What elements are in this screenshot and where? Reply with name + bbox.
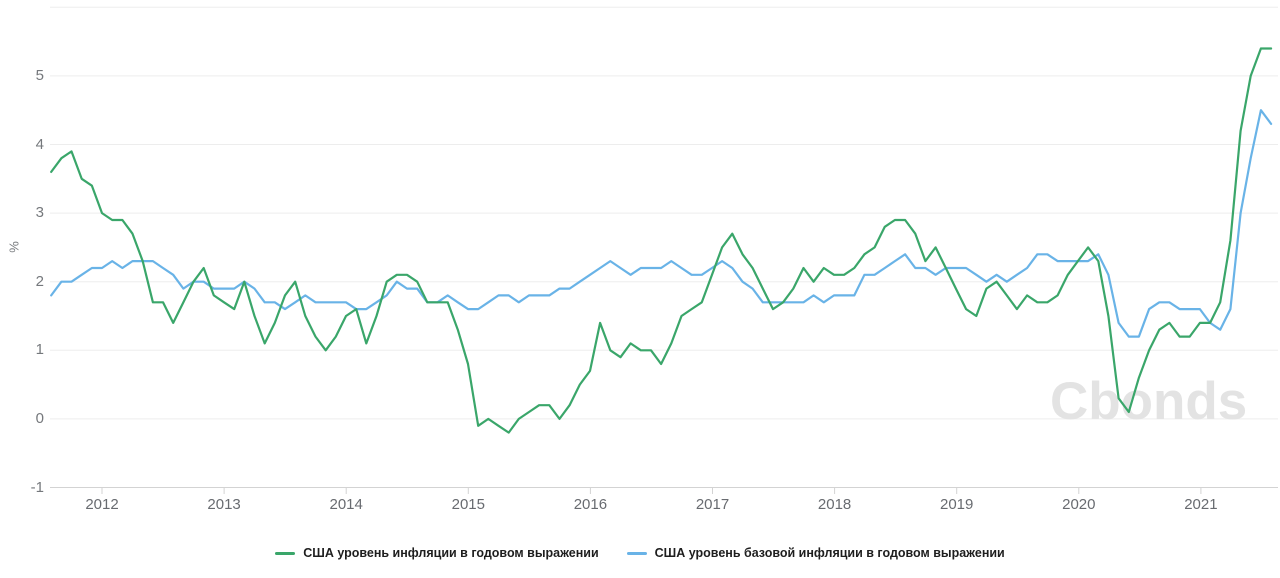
legend-label-inflation: США уровень инфляции в годовом выражении — [303, 546, 599, 560]
x-tick-label: 2016 — [573, 496, 608, 513]
y-tick-label: 2 — [35, 272, 44, 290]
cbonds-watermark: Cbonds — [1050, 372, 1248, 431]
x-tick-label: 2015 — [451, 496, 485, 513]
y-tick-label: 5 — [35, 66, 44, 84]
x-tick-label: 2014 — [329, 496, 363, 513]
y-tick-label: 0 — [35, 409, 44, 427]
y-tick-label: 4 — [35, 135, 44, 153]
x-tick-label: 2013 — [207, 496, 241, 513]
y-tick-label: 3 — [35, 204, 44, 222]
legend-marker-green — [275, 551, 296, 555]
x-tick-label: 2019 — [940, 496, 974, 513]
legend-marker-blue — [626, 551, 647, 555]
legend: США уровень инфляции в годовом выражении… — [0, 546, 1280, 560]
legend-item-inflation[interactable]: США уровень инфляции в годовом выражении — [275, 546, 599, 560]
x-tick-label: 2021 — [1184, 496, 1218, 513]
y-tick-label: -1 — [30, 478, 44, 496]
legend-label-core-inflation: США уровень базовой инфляции в годовом в… — [654, 546, 1005, 560]
core-inflation-line[interactable] — [50, 109, 1273, 338]
legend-item-core-inflation[interactable]: США уровень базовой инфляции в годовом в… — [626, 546, 1005, 560]
x-tick-label: 2017 — [695, 496, 730, 513]
y-tick-label: 1 — [35, 341, 44, 359]
inflation-line[interactable] — [50, 47, 1273, 434]
x-tick-label: 2012 — [85, 496, 119, 513]
x-tick-label: 2020 — [1062, 496, 1096, 513]
x-tick-label: 2018 — [817, 496, 852, 513]
